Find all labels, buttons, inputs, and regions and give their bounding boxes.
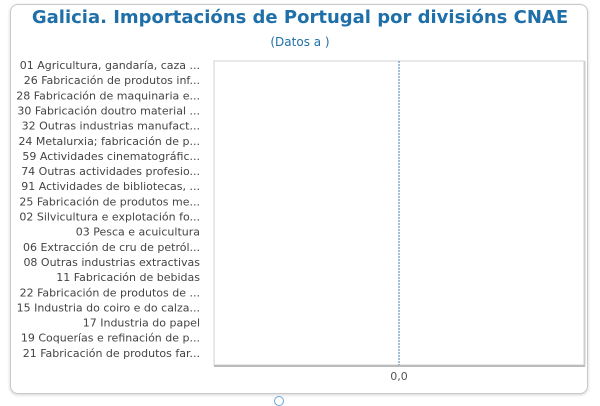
category-label: 26 Fabricación de produtos inf... (24, 74, 200, 87)
category-label: 17 Industria do papel (83, 317, 200, 330)
category-label: 08 Outras industrias extractivas (23, 256, 200, 269)
category-label: 06 Extracción de cru de petról... (23, 241, 200, 254)
x-tick-label: 0,0 (390, 370, 408, 383)
category-label: 91 Actividades de bibliotecas, ... (21, 180, 200, 193)
category-label: 30 Fabricación doutro material ... (17, 104, 200, 117)
category-label: 11 Fabricación de bebidas (56, 271, 200, 284)
category-label: 59 Actividades cinematográfic... (22, 150, 200, 163)
category-label: 22 Fabricación de produtos de ... (20, 286, 200, 299)
category-label: 74 Outras actividades profesio... (21, 165, 200, 178)
category-label: 19 Coquerías e refinación de p... (21, 332, 200, 345)
category-label: 01 Agricultura, gandaría, caza ... (20, 59, 200, 72)
chart-title: Galicia. Importacións de Portugal por di… (31, 7, 569, 28)
category-label: 15 Industria do coiro e do calza... (17, 301, 200, 314)
category-label: 25 Fabricación de produtos me... (19, 195, 200, 208)
category-label: 24 Metalurxia; fabricación de p... (18, 135, 200, 148)
category-label: 32 Outras industrias manufact... (22, 120, 200, 133)
pagination-dot[interactable] (274, 396, 284, 406)
category-label: 03 Pesca e acuicultura (76, 226, 200, 239)
category-label: 21 Fabricación de produtos far... (23, 347, 200, 360)
category-label: 28 Fabricación de maquinaria e... (16, 89, 200, 102)
category-label: 02 Silvicultura e explotación fo... (19, 211, 200, 224)
chart-subtitle: (Datos a ) (270, 35, 330, 49)
